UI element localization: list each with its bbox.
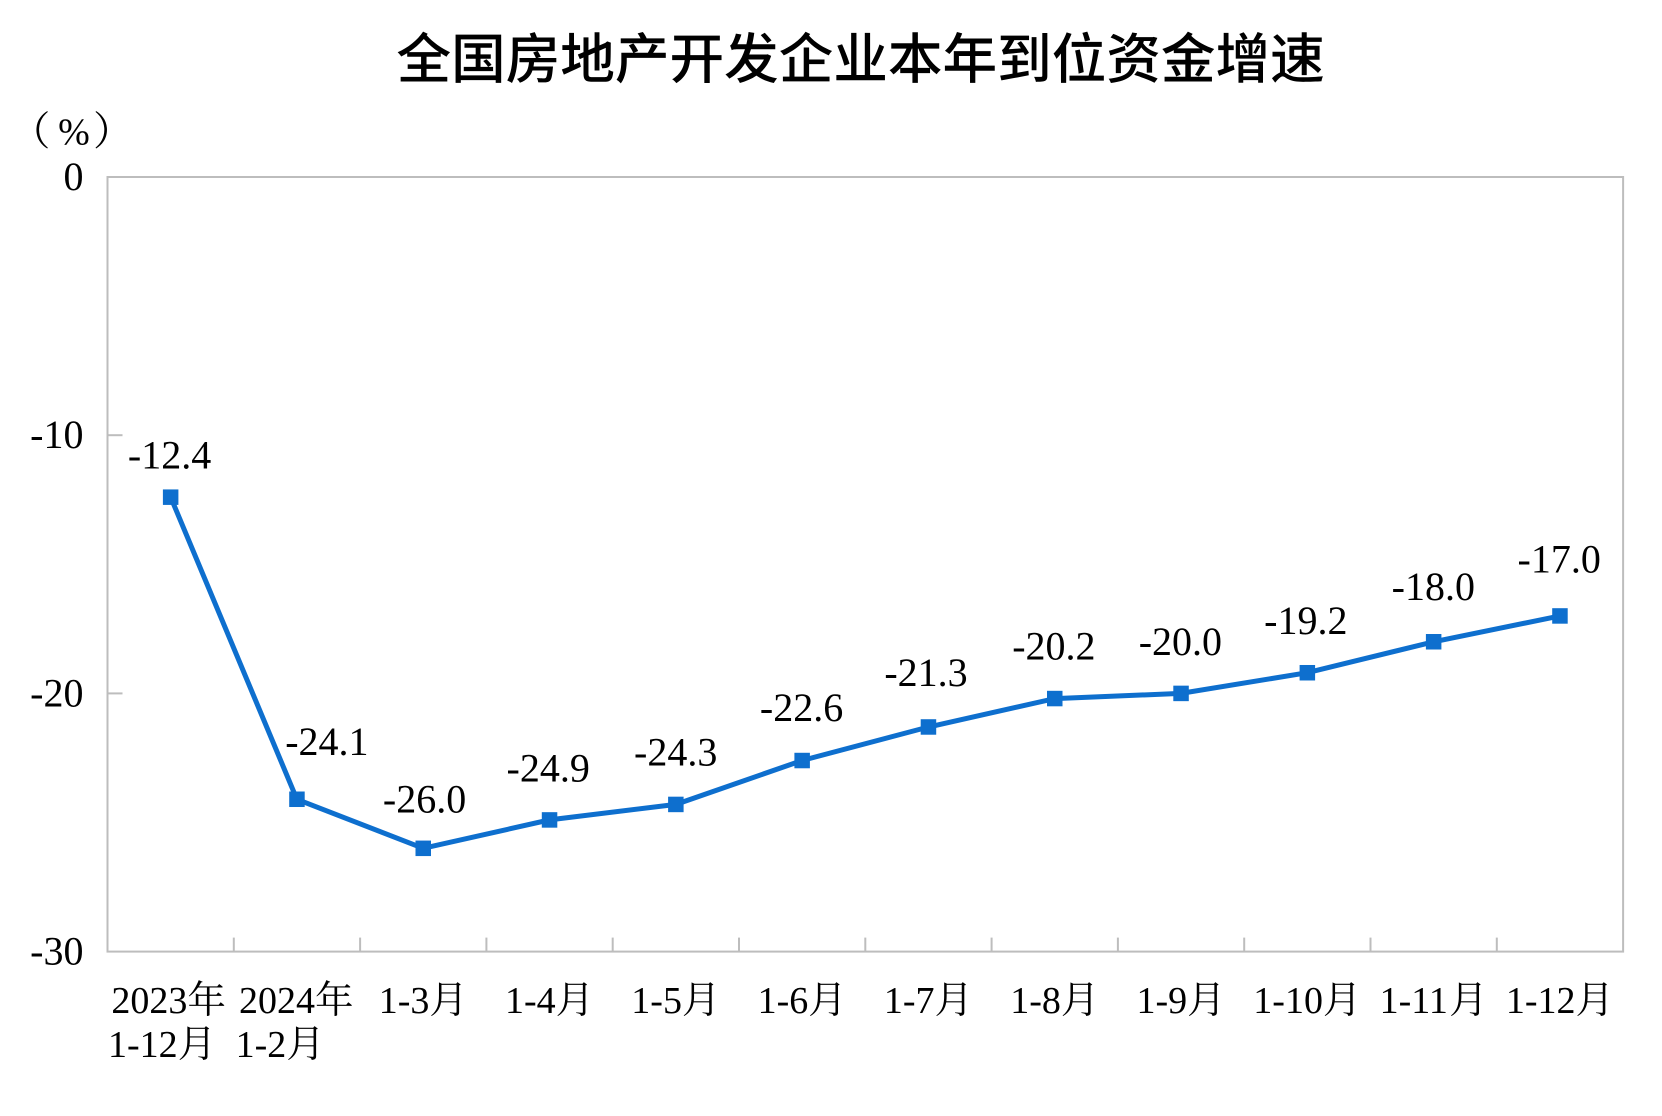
svg-text:1-10: 1-10 — [1253, 980, 1323, 1022]
svg-text:1-12: 1-12 — [1506, 980, 1576, 1022]
svg-text:-20.2: -20.2 — [1012, 624, 1095, 669]
svg-text:-24.9: -24.9 — [507, 745, 590, 790]
svg-text:1-7: 1-7 — [884, 980, 935, 1022]
svg-text:-20.0: -20.0 — [1139, 619, 1222, 664]
svg-text:1-3: 1-3 — [379, 980, 430, 1022]
svg-text:1-4: 1-4 — [505, 980, 556, 1022]
svg-text:-22.6: -22.6 — [760, 685, 843, 730]
svg-text:1-6: 1-6 — [758, 980, 809, 1022]
svg-text:1-2: 1-2 — [236, 1024, 287, 1066]
svg-text:-30: -30 — [30, 929, 83, 974]
svg-text:%: % — [58, 112, 90, 154]
svg-text:1-9: 1-9 — [1137, 980, 1188, 1022]
svg-text:1-11: 1-11 — [1380, 980, 1448, 1022]
svg-text:-12.4: -12.4 — [128, 433, 211, 478]
svg-text:1-5: 1-5 — [631, 980, 682, 1022]
svg-text:-17.0: -17.0 — [1518, 537, 1601, 582]
svg-text:-24.3: -24.3 — [634, 730, 717, 775]
svg-text:0: 0 — [64, 154, 84, 199]
svg-text:1-8: 1-8 — [1010, 980, 1061, 1022]
svg-text:-18.0: -18.0 — [1392, 564, 1475, 609]
svg-text:1-12: 1-12 — [108, 1024, 178, 1066]
svg-text:2024: 2024 — [239, 980, 315, 1022]
svg-text:2023: 2023 — [111, 980, 187, 1022]
svg-text:-20: -20 — [30, 670, 83, 715]
svg-text:-24.1: -24.1 — [285, 719, 368, 764]
svg-text:-26.0: -26.0 — [383, 777, 466, 822]
svg-text:-10: -10 — [30, 412, 83, 457]
svg-text:-19.2: -19.2 — [1264, 598, 1347, 643]
svg-text:-21.3: -21.3 — [884, 650, 967, 695]
